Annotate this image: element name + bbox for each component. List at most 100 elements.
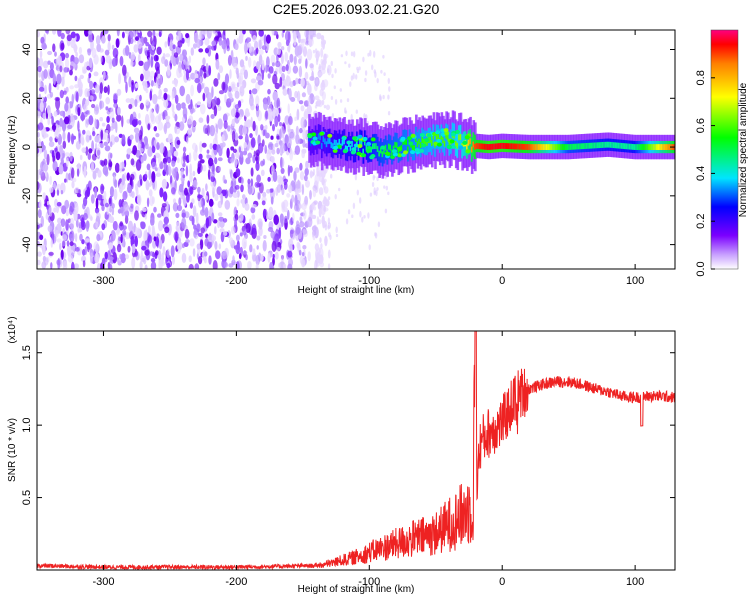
spectrogram-noise-cell <box>188 152 192 163</box>
spectrogram-signal-cell <box>475 143 479 149</box>
spectrogram-noise-cell <box>266 151 272 161</box>
spectrogram-noise-cell <box>245 55 248 61</box>
spectrogram-noise-cell <box>95 221 99 229</box>
spectrogram-signal-cell <box>523 143 527 150</box>
spectrogram-noise-cell <box>258 221 263 230</box>
spectrogram-noise-cell <box>131 79 135 86</box>
spectrogram-noise-cell <box>224 73 230 85</box>
spectrogram-signal-cell <box>360 139 364 146</box>
spectrogram-signal-cell <box>380 145 386 150</box>
spectrogram-noise-cell <box>64 58 70 69</box>
spectrogram-noise-cell <box>369 49 372 57</box>
spectrogram-signal-cell <box>513 143 517 150</box>
spectrogram-noise-cell <box>37 240 40 247</box>
spectrogram-noise-cell <box>309 170 313 179</box>
spectrogram-noise-cell <box>86 109 91 116</box>
spectrogram-signal-cell <box>491 143 495 150</box>
spectrogram-noise-cell <box>312 188 317 198</box>
spectrogram-noise-cell <box>312 168 316 176</box>
spectrogram-signal-cell <box>357 144 363 148</box>
spectrogram-noise-cell <box>78 221 82 231</box>
spectrogram-noise-cell <box>122 229 127 236</box>
spectrogram-noise-cell <box>51 183 57 190</box>
spectrogram-noise-cell <box>191 120 197 127</box>
spectrogram-noise-cell <box>134 30 137 35</box>
spectrogram-noise-cell <box>243 141 247 149</box>
spectrogram-noise-cell <box>157 249 162 261</box>
spectrogram-signal-cell <box>627 143 630 150</box>
spectrogram-noise-cell <box>94 84 100 94</box>
spectrogram-noise-cell <box>295 180 302 191</box>
spectrogram-noise-cell <box>102 165 109 176</box>
spectrogram-signal-cell <box>638 144 641 150</box>
spectrogram-noise-cell <box>258 54 263 66</box>
spectrogram-noise-cell <box>187 37 191 47</box>
spectrogram-signal-cell <box>590 142 594 149</box>
colorbar-gradient <box>711 30 738 269</box>
spectrogram-noise-cell <box>297 137 301 145</box>
spectrogram-noise-cell <box>218 166 221 172</box>
spectrogram-noise-cell <box>276 184 281 193</box>
spectrogram-noise-cell <box>195 212 199 224</box>
spectrogram-noise-cell <box>55 151 61 161</box>
spectrogram-noise-cell <box>176 204 183 212</box>
spectrogram-noise-cell <box>192 180 198 188</box>
spectrogram-noise-cell <box>324 224 328 231</box>
spectrogram-noise-cell <box>129 98 135 105</box>
spectrogram-signal-cell <box>341 139 345 146</box>
spectrogram-noise-cell <box>106 116 110 123</box>
spectrogram-noise-cell <box>89 80 94 90</box>
spectrogram-noise-cell <box>135 131 140 143</box>
spectrogram-signal-cell <box>389 144 393 151</box>
spectrogram-noise-cell <box>81 147 87 154</box>
spectrogram-noise-cell <box>251 223 257 235</box>
snr-plot: -300 -200 -100 0 100 0.5 1.0 1.5 Height of str… <box>7 316 676 595</box>
spectrogram-noise-cell <box>205 183 208 192</box>
spectrogram-noise-cell <box>349 81 352 87</box>
spectrogram-noise-cell <box>50 262 53 269</box>
spectrogram-noise-cell <box>387 94 390 100</box>
spectrogram-noise-cell <box>196 223 201 233</box>
spectrogram-noise-cell <box>289 147 293 155</box>
spectrogram-noise-cell <box>319 88 324 97</box>
spectrogram-signal-cell <box>512 143 515 150</box>
spectrogram-noise-cell <box>287 263 293 269</box>
spectrogram-noise-cell <box>176 67 182 79</box>
spectrogram-noise-cell <box>249 244 253 253</box>
spectrogram-noise-cell <box>208 233 213 241</box>
spectrogram-noise-cell <box>312 231 315 238</box>
spectrogram-noise-cell <box>334 68 337 74</box>
spectrogram-noise-cell <box>208 30 214 34</box>
spectrogram-noise-cell <box>182 151 187 163</box>
snr-y-axis: 0.5 1.0 1.5 <box>21 345 675 505</box>
spectrogram-noise-cell <box>385 185 388 191</box>
spectrogram-noise-cell <box>86 90 90 97</box>
spectrogram-noise-cell <box>288 184 293 193</box>
spectrogram-noise-cell <box>171 160 176 167</box>
spectrogram-noise-cell <box>217 72 221 81</box>
spectrogram-noise-cell <box>234 104 240 110</box>
spectrogram-noise-cell <box>314 105 318 109</box>
spectrogram-noise-cell <box>195 144 198 153</box>
spectrogram-noise-cell <box>188 263 194 269</box>
spectrogram-noise-cell <box>296 90 301 103</box>
spectrogram-noise-cell <box>119 254 122 260</box>
spectrogram-noise-cell <box>282 30 285 33</box>
spectrogram-noise-cell <box>110 125 114 131</box>
spectrogram-frame <box>36 29 676 270</box>
spectrogram-noise-cell <box>141 245 147 251</box>
spectrogram-noise-cell <box>146 163 151 171</box>
spectrogram-noise-cell <box>152 93 158 105</box>
spectrogram-noise-cell <box>144 264 148 269</box>
spectrogram-noise-cell <box>278 227 282 239</box>
spectrogram-noise-cell <box>263 99 269 111</box>
spectrogram-signal-cell <box>623 143 627 150</box>
spectrogram-signal-cell <box>505 143 509 150</box>
spectrogram-noise-cell <box>140 73 144 82</box>
spectrogram-noise-cell <box>91 103 96 109</box>
spectrogram-noise-cell <box>57 55 62 65</box>
spectrogram-noise-cell <box>256 245 259 250</box>
spectrogram-noise-cell <box>148 44 151 52</box>
spectrogram-noise-cell <box>322 79 329 88</box>
spectrogram-noise-cell <box>147 49 150 56</box>
